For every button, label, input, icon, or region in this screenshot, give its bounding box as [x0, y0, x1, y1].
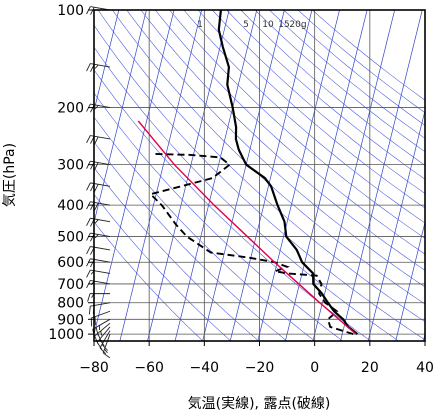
dry-adiabat-line	[94, 46, 399, 341]
x-tick-label: 20	[361, 360, 379, 376]
mixing-ratio-label: 5	[243, 20, 249, 30]
wind-barb-flag	[100, 330, 102, 336]
y-tick-label: 700	[57, 277, 84, 293]
dry-adiabat-line	[94, 167, 259, 341]
dry-adiabat-line	[97, 10, 425, 323]
isotherm-line	[340, 10, 423, 341]
wind-barb-staff	[96, 326, 111, 343]
wind-barb-flag	[94, 184, 99, 192]
isotherm-line	[119, 10, 202, 341]
mixing-ratio-label: 15	[278, 20, 289, 30]
dry-adiabat-line	[126, 10, 425, 288]
wind-barb-flag	[94, 219, 99, 224]
isotherm-line	[202, 10, 285, 341]
wind-barb-flag	[94, 162, 99, 171]
x-tick-label: 40	[416, 360, 434, 376]
y-tick-label: 1000	[48, 327, 84, 343]
isotherm-line	[285, 10, 368, 341]
solid-series-line	[217, 10, 359, 335]
y-tick-label: 200	[57, 101, 84, 117]
wind-barb-flag	[99, 347, 107, 355]
wind-barb-flag	[102, 352, 111, 359]
wind-barb-flag	[86, 182, 91, 191]
dry-adiabat-line	[94, 193, 231, 341]
wind-barb-flag	[94, 234, 99, 239]
mixing-ratio-label: 20g	[289, 20, 306, 30]
wind-barb-flag	[104, 348, 108, 354]
isotherm-line	[395, 220, 425, 341]
x-tick-label: −20	[245, 360, 275, 376]
y-axis-label: 気圧(hPa)	[2, 143, 18, 207]
dry-adiabat-line	[197, 10, 425, 209]
x-tick-label: −60	[134, 360, 164, 376]
dry-adiabat-line	[183, 10, 425, 224]
dry-adiabat-line	[94, 141, 287, 341]
wind-barb-flag	[86, 246, 91, 255]
dry-adiabat-line	[94, 69, 371, 341]
x-tick-label: 0	[310, 360, 319, 376]
dry-adiabat-line	[140, 10, 425, 271]
wind-barb-flag	[87, 293, 91, 302]
wind-barb-flag	[86, 135, 91, 144]
isotherm-line	[94, 10, 120, 113]
wind-barb-flag	[95, 327, 99, 336]
wind-barb-flag	[86, 63, 91, 72]
y-tick-label: 500	[57, 230, 84, 246]
wind-barb-flag	[94, 335, 99, 344]
dry-adiabat-line	[255, 10, 425, 153]
dry-adiabat-line	[212, 10, 425, 194]
wind-barb-flag	[86, 218, 91, 226]
isotherm-line	[367, 109, 425, 341]
wind-barb-staff	[99, 330, 111, 349]
wind-barb-flag	[94, 202, 99, 211]
x-tick-labels: −80 −60 −40 −20 0 20 40	[79, 341, 434, 376]
y-tick-label: 800	[57, 296, 84, 312]
dry-adiabat-line	[169, 10, 425, 239]
x-tick-label: −80	[79, 360, 109, 376]
mixing-ratio-labels: 1 5 10 15 20g	[197, 20, 306, 30]
isotherm-line	[147, 10, 230, 341]
y-tick-label: 600	[57, 255, 84, 271]
wind-barb-flag	[94, 64, 99, 69]
mixing-ratio-label: 10	[262, 20, 274, 30]
wind-barb-flag	[94, 136, 99, 145]
y-tick-label: 400	[57, 198, 84, 214]
dry-adiabat-line	[226, 10, 425, 180]
mixing-ratio-label: 1	[197, 20, 203, 30]
y-tick-label: 900	[57, 312, 84, 328]
x-tick-label: −40	[190, 360, 220, 376]
dry-adiabat-line	[94, 24, 425, 341]
y-tick-label: 300	[57, 158, 84, 174]
wind-barb-flag	[90, 7, 95, 15]
wind-barb-staff	[92, 318, 111, 330]
isotherm-line	[257, 10, 340, 341]
wind-barb-flag	[94, 105, 99, 110]
wind-barb-flag	[86, 269, 91, 278]
wind-barb-flag	[101, 344, 109, 351]
x-axis-label: 気温(実線), 露点(破線)	[188, 396, 331, 412]
background-lines	[94, 10, 425, 341]
dry-adiabat-line	[112, 10, 425, 305]
wind-barb-flag	[88, 306, 91, 315]
wind-barb-staff	[94, 322, 111, 337]
isotherm-line	[94, 10, 175, 336]
series-group	[137, 10, 359, 336]
dry-adiabat-line	[94, 116, 315, 341]
isotherm-line	[94, 10, 147, 224]
y-tick-label: 100	[57, 3, 84, 19]
dry-adiabat-line	[154, 10, 425, 255]
isotherm-line	[312, 10, 396, 341]
dry-adiabat-line	[94, 221, 204, 341]
parcel-series-line	[137, 120, 357, 335]
dry-adiabat-line	[240, 10, 425, 166]
wind-barb-staff	[102, 333, 111, 354]
